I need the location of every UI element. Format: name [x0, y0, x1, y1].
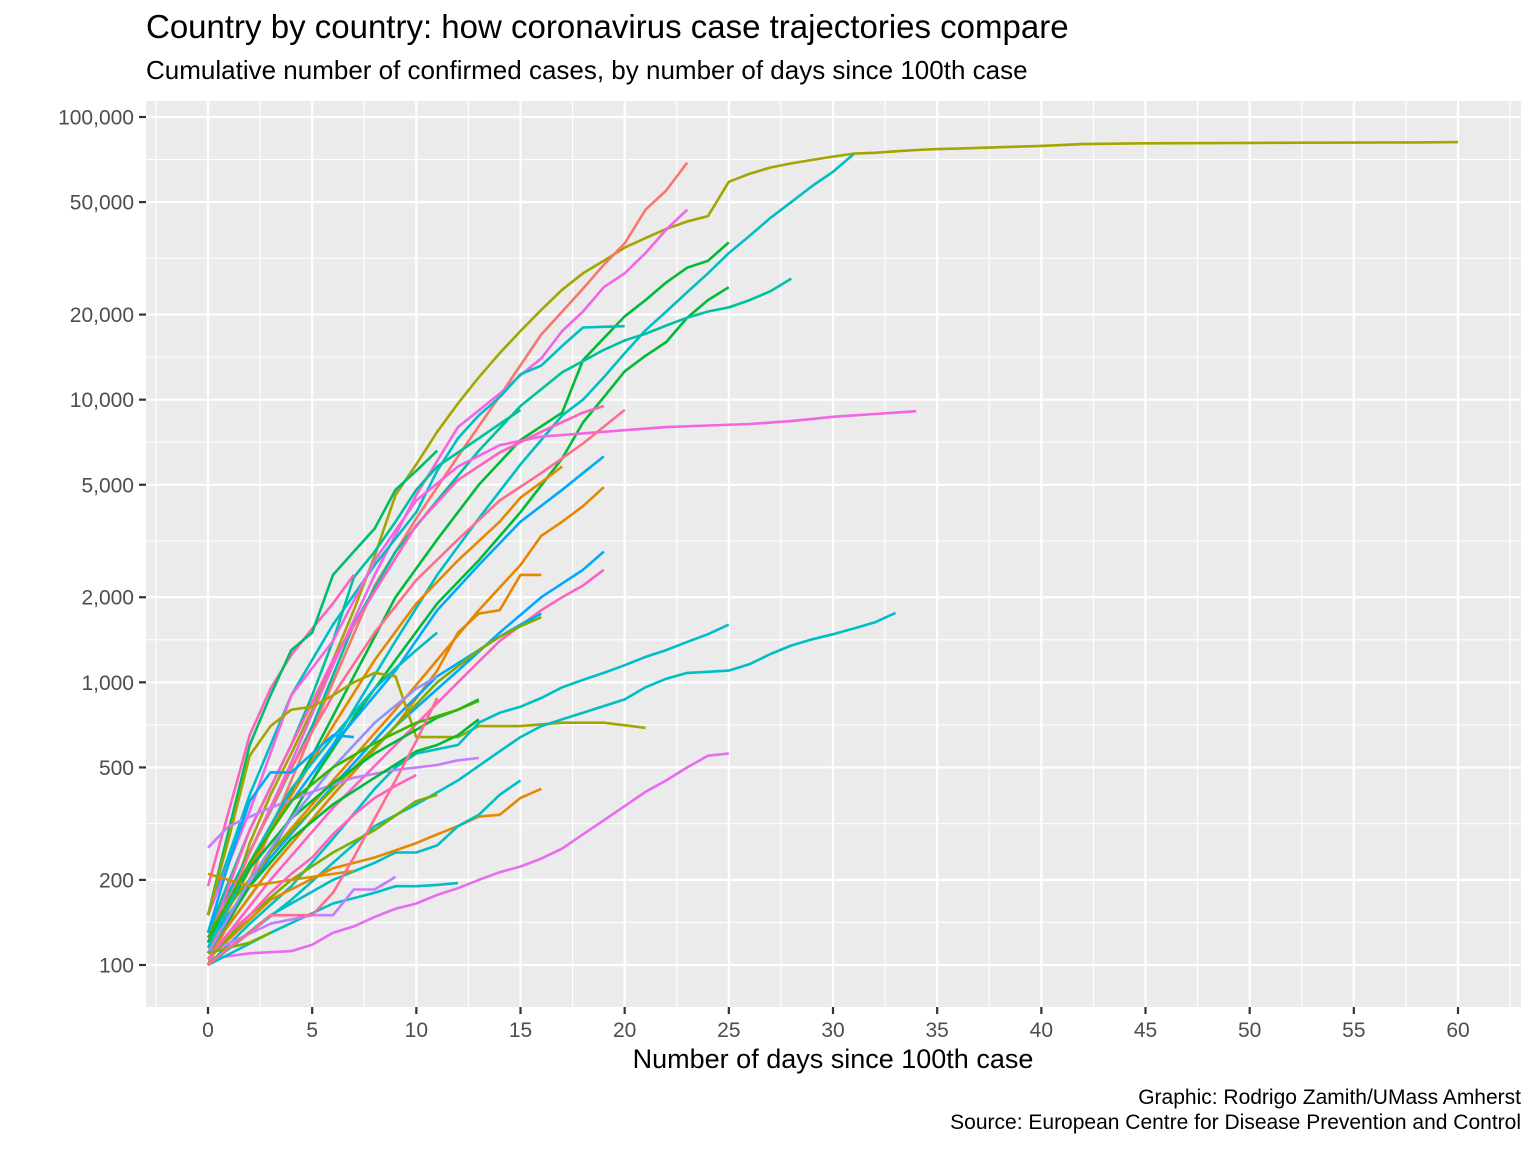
y-tick-label: 20,000: [70, 304, 134, 327]
y-tick-label: 500: [99, 757, 134, 780]
series-line-series-28: [207, 779, 522, 967]
caption-source: Source: European Centre for Disease Prev…: [950, 1111, 1521, 1134]
x-tick-label: 25: [717, 1019, 740, 1042]
series-line-series-29: [207, 881, 459, 967]
x-axis: 0 5 10 15 20 25 30 35 40 45 50 55 60: [202, 1007, 1470, 1042]
series-line-series-10: [206, 409, 917, 916]
series-line-series-30: [207, 875, 397, 955]
series-line-series-23: [206, 671, 646, 916]
x-tick-label: 20: [613, 1019, 636, 1042]
y-tick-label: 100: [99, 955, 134, 978]
caption-graphic-credit: Graphic: Rodrigo Zamith/UMass Amherst: [1138, 1086, 1521, 1109]
x-tick-label: 45: [1134, 1019, 1157, 1042]
y-tick-label: 200: [99, 869, 134, 892]
series-line-series-15: [206, 465, 563, 949]
series-line-series-05: [206, 241, 730, 944]
x-tick-label: 60: [1446, 1019, 1469, 1042]
major-gridlines: [146, 101, 1521, 1007]
series-line-series-12: [206, 408, 626, 954]
series-lines: [206, 140, 1459, 967]
x-tick-label: 30: [821, 1019, 844, 1042]
x-tick-label: 55: [1342, 1019, 1365, 1042]
x-tick-label: 40: [1030, 1019, 1053, 1042]
series-line-series-17: [206, 568, 605, 960]
series-line-series-37: [206, 733, 354, 934]
series-line-series-38: [207, 869, 354, 888]
series-line-series-22: [206, 449, 439, 916]
chart-subtitle: Cumulative number of confirmed cases, by…: [146, 55, 1028, 85]
y-axis: 100 200 500 1,000 2,000 5,000 10,000 20,000 50,0…: [58, 107, 146, 978]
series-line-series-14: [206, 486, 605, 954]
series-line-series-41: [206, 699, 480, 939]
series-line-series-40: [207, 931, 272, 955]
x-tick-label: 0: [202, 1019, 214, 1042]
y-tick-label: 100,000: [58, 107, 134, 130]
y-tick-label: 10,000: [70, 389, 134, 412]
y-tick-label: 50,000: [70, 192, 134, 215]
series-line-series-25: [207, 752, 729, 961]
x-tick-label: 15: [509, 1019, 532, 1042]
series-line-series-24: [207, 611, 897, 967]
x-tick-label: 5: [306, 1019, 318, 1042]
series-line-series-27: [207, 787, 542, 960]
y-tick-label: 1,000: [81, 672, 134, 695]
series-line-series-08: [206, 324, 625, 916]
y-tick-label: 2,000: [81, 587, 134, 610]
series-line-series-42: [207, 697, 439, 967]
series-line-series-04: [206, 153, 855, 954]
y-tick-label: 5,000: [81, 474, 134, 497]
series-line-series-33: [206, 718, 480, 954]
chart-title: Country by country: how coronavirus case…: [146, 8, 1069, 45]
series-line-series-20: [206, 616, 542, 934]
x-tick-label: 35: [925, 1019, 948, 1042]
series-line-series-39: [206, 773, 417, 960]
x-axis-label: Number of days since 100th case: [633, 1044, 1034, 1074]
x-tick-label: 50: [1238, 1019, 1261, 1042]
x-tick-label: 10: [405, 1019, 428, 1042]
